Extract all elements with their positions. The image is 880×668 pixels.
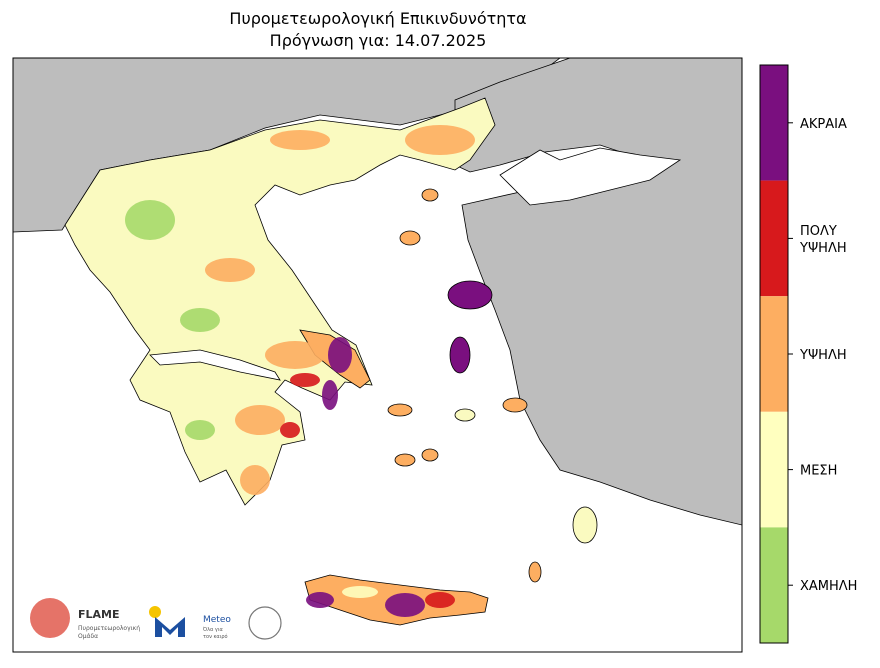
colorbar-frame [759, 64, 789, 644]
subtitle: Πρόγνωση για: 14.07.2025 [270, 31, 487, 50]
island [394, 453, 416, 467]
colorbar-label: ΥΨΗΛΗ [799, 348, 847, 363]
risk-patches [125, 125, 475, 617]
flame-logo [30, 598, 70, 638]
island [387, 403, 413, 417]
meteo-logo-text: Meteo [203, 615, 231, 625]
meteo-logo-sub: τον καιρό [203, 633, 228, 640]
island [399, 230, 421, 246]
island [454, 408, 476, 422]
flame-logo-sub: Πυρομετεωρολογική [78, 625, 140, 632]
colorbar-segment [760, 65, 788, 181]
colorbar-label: ΧΑΜΗΛΗ [800, 579, 857, 594]
rhodes [572, 506, 598, 544]
greece-mainland [64, 97, 496, 506]
colorbar: ΑΚΡΑΙΑ ΠΟΛΥ ΥΨΗΛΗ ΥΨΗΛΗ ΜΕΣΗ ΧΑΜΗΛΗ [759, 64, 857, 644]
flame-logo-sub: Ομάδα [78, 633, 98, 640]
title: Πυρομετεωρολογική Επικινδυνότητα [229, 9, 526, 28]
island [421, 448, 439, 462]
colorbar-segment [760, 527, 788, 643]
chios [449, 336, 471, 374]
colorbar-label: ΜΕΣΗ [800, 464, 837, 479]
colorbar-segment [760, 411, 788, 528]
colorbar-label: ΑΚΡΑΙΑ [800, 117, 847, 132]
island [421, 188, 439, 202]
colorbar-label: ΠΟΛΥ [800, 224, 837, 239]
logos: FLAME Πυρομετεωρολογική Ομάδα Meteo Όλα … [30, 598, 282, 640]
colorbar-label: ΥΨΗΛΗ [799, 241, 847, 256]
meteo-logo-sub: Όλα για [202, 626, 224, 633]
sea-of-marmara [499, 147, 682, 206]
meteo-dot [149, 606, 161, 618]
university-seal [248, 606, 282, 640]
lesvos [447, 280, 493, 310]
flame-logo-text: FLAME [78, 608, 120, 621]
colorbar-segment [760, 180, 788, 297]
island [502, 397, 528, 413]
meteo-logo [155, 617, 185, 637]
map [13, 58, 742, 652]
gulf [149, 349, 281, 381]
island [528, 561, 542, 583]
map-frame [12, 57, 743, 653]
colorbar-segment [760, 296, 788, 412]
